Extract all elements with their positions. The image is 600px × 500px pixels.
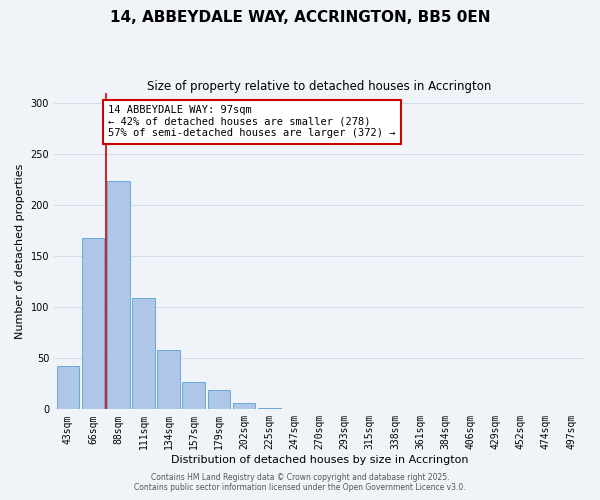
Title: Size of property relative to detached houses in Accrington: Size of property relative to detached ho… <box>148 80 492 93</box>
Bar <box>208 390 230 409</box>
Bar <box>182 382 205 409</box>
Bar <box>107 181 130 410</box>
Text: 14, ABBEYDALE WAY, ACCRINGTON, BB5 0EN: 14, ABBEYDALE WAY, ACCRINGTON, BB5 0EN <box>110 10 490 25</box>
Y-axis label: Number of detached properties: Number of detached properties <box>15 164 25 339</box>
Bar <box>233 403 256 409</box>
X-axis label: Distribution of detached houses by size in Accrington: Distribution of detached houses by size … <box>171 455 468 465</box>
Bar <box>132 298 155 410</box>
Text: 14 ABBEYDALE WAY: 97sqm
← 42% of detached houses are smaller (278)
57% of semi-d: 14 ABBEYDALE WAY: 97sqm ← 42% of detache… <box>108 105 395 138</box>
Bar <box>258 408 281 410</box>
Bar <box>82 238 104 410</box>
Bar <box>157 350 180 410</box>
Bar <box>56 366 79 410</box>
Text: Contains HM Land Registry data © Crown copyright and database right 2025.
Contai: Contains HM Land Registry data © Crown c… <box>134 473 466 492</box>
